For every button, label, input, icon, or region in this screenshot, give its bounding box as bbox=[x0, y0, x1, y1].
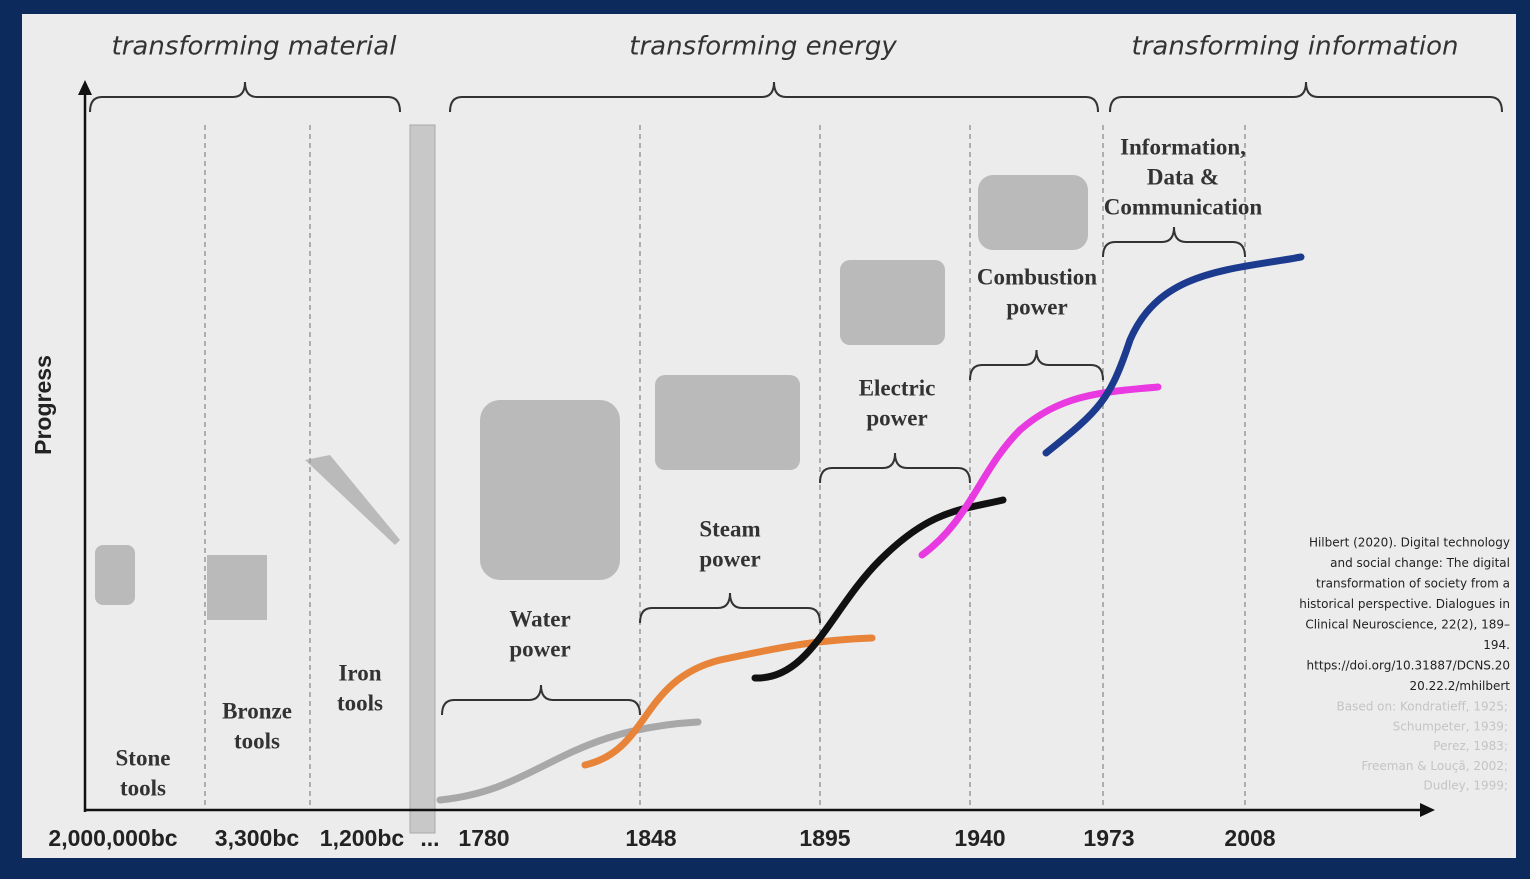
citation-line: and social change: The digital bbox=[1330, 556, 1510, 570]
era-label: Bronze bbox=[222, 698, 292, 723]
era-label: Information, bbox=[1120, 134, 1246, 159]
era-label: Data & bbox=[1147, 164, 1219, 189]
stone-tool-icon bbox=[95, 545, 135, 605]
era-label: Communication bbox=[1104, 194, 1263, 219]
era-label: Stone bbox=[116, 745, 171, 770]
era-label: tools bbox=[120, 775, 166, 800]
citation-line: 194. bbox=[1483, 638, 1510, 652]
x-label: 2008 bbox=[1224, 825, 1275, 851]
x-label: 1848 bbox=[625, 825, 676, 851]
citation-line: 20.22.2/mhilbert bbox=[1410, 679, 1511, 693]
x-label: 1,200bc bbox=[320, 825, 405, 851]
bronze-tool-icon bbox=[207, 555, 267, 620]
era-label: Combustion bbox=[977, 264, 1097, 289]
period-label: transforming information bbox=[1132, 32, 1459, 62]
citation-line: https://doi.org/10.31887/DCNS.20 bbox=[1307, 659, 1510, 673]
based-on-line: Freeman & Louçã, 2002; bbox=[1361, 759, 1508, 773]
era-label: Steam bbox=[699, 516, 760, 541]
time-break bbox=[410, 125, 435, 833]
citation-line: Hilbert (2020). Digital technology bbox=[1309, 536, 1510, 550]
x-label: 1940 bbox=[954, 825, 1005, 851]
x-label: 2,000,000bc bbox=[48, 825, 177, 851]
era-label: Electric bbox=[859, 375, 936, 400]
period-label: transforming material bbox=[112, 32, 398, 62]
page: Progress transforming material transformi… bbox=[0, 0, 1530, 879]
citation-line: Clinical Neuroscience, 22(2), 189– bbox=[1305, 618, 1510, 632]
x-label: 1895 bbox=[799, 825, 850, 851]
era-label: tools bbox=[234, 728, 280, 753]
based-on-line: Dudley, 1999; bbox=[1424, 779, 1509, 793]
water-wheel-icon bbox=[480, 400, 620, 580]
x-label: 1973 bbox=[1083, 825, 1134, 851]
era-label: power bbox=[1006, 294, 1067, 319]
x-label: 1780 bbox=[458, 825, 509, 851]
era-label: power bbox=[866, 405, 927, 430]
car-icon bbox=[978, 175, 1088, 250]
period-label: transforming energy bbox=[629, 32, 897, 62]
era-label: Iron bbox=[338, 660, 381, 685]
citation-line: transformation of society from a bbox=[1316, 577, 1510, 591]
era-label: power bbox=[699, 546, 760, 571]
diagram: Progress transforming material transformi… bbox=[0, 0, 1530, 879]
locomotive-icon bbox=[655, 375, 800, 470]
based-on-line: Perez, 1983; bbox=[1433, 739, 1508, 753]
based-on-line: Schumpeter, 1939; bbox=[1393, 719, 1508, 733]
era-label: tools bbox=[337, 690, 383, 715]
engine-icon bbox=[840, 260, 945, 345]
citation-line: historical perspective. Dialogues in bbox=[1299, 597, 1510, 611]
y-axis-label: Progress bbox=[30, 355, 56, 455]
era-label: power bbox=[509, 636, 570, 661]
based-on-line: Based on: Kondratieff, 1925; bbox=[1337, 700, 1508, 714]
x-label: ... bbox=[420, 825, 439, 851]
era-label: Water bbox=[509, 606, 570, 631]
x-label: 3,300bc bbox=[215, 825, 300, 851]
